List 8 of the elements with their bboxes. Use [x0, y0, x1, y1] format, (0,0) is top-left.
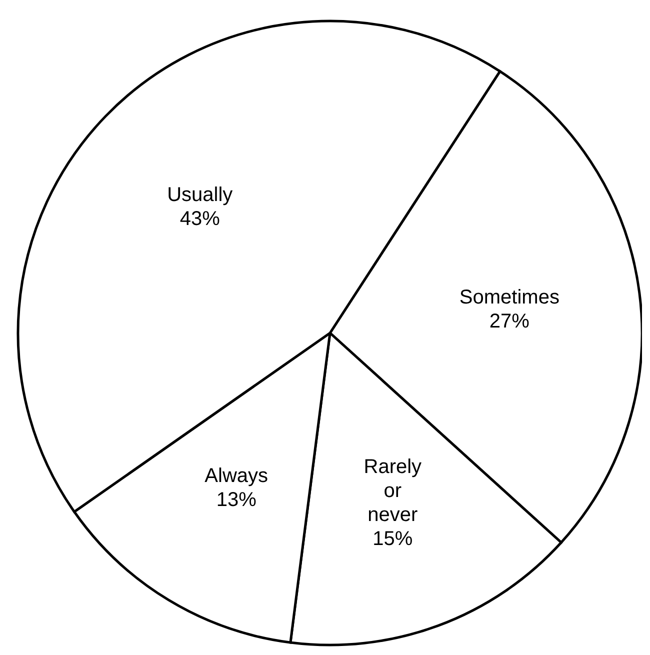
data-label: 27% — [489, 310, 530, 333]
data-label: 15% — [372, 528, 413, 550]
data-label: 43% — [180, 208, 220, 230]
slice-label: Always — [204, 464, 268, 487]
slice-label: Rarely or never — [364, 456, 422, 526]
data-label: 13% — [216, 488, 257, 511]
slice-label: Usually — [167, 184, 233, 206]
slice-label: Sometimes — [459, 286, 560, 309]
